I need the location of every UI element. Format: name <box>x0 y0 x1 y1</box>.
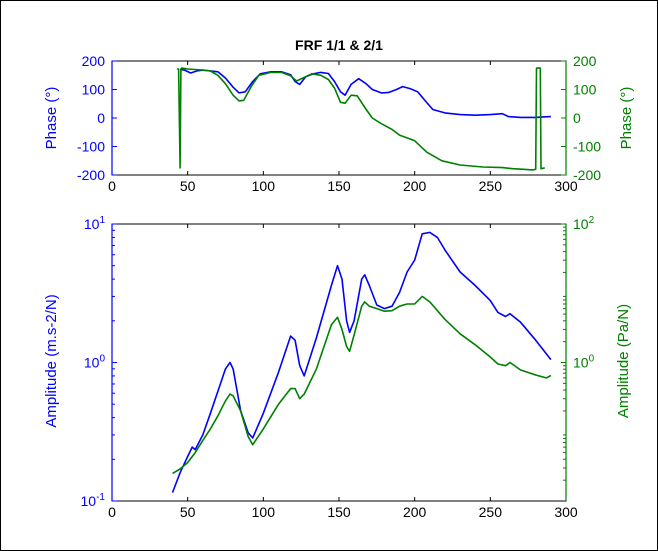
amplitude-series-layer <box>171 231 552 493</box>
amplitude-panel: 0 50 100 150 200 250 300 10-1 100 101 100 102 Ampli… <box>43 215 632 520</box>
phase-x-tick-label: 0 <box>108 178 116 194</box>
amplitude-left-y-tick-label: 10-1 <box>81 492 106 509</box>
phase-left-y-tick-label: 100 <box>82 82 106 98</box>
phase-right-y-tick-label: -100 <box>573 139 601 155</box>
amplitude-x-tick-label: 200 <box>403 504 427 520</box>
phase-right-y-tick-label: -200 <box>573 167 601 183</box>
phase-chart-title: FRF 1/1 & 2/1 <box>295 37 383 53</box>
phase-series-right-line <box>177 67 545 171</box>
amplitude-ticks-layer: 0 50 100 150 200 250 300 10-1 100 101 100 102 <box>81 215 595 520</box>
amplitude-right-axis-label: Amplitude (Pa/N) <box>615 304 632 418</box>
phase-x-tick-label: 250 <box>479 178 503 194</box>
amplitude-x-tick-label: 50 <box>180 504 196 520</box>
phase-ticks-layer: 0 50 100 150 200 250 300-200-1000100200-200-10… <box>77 53 601 194</box>
phase-right-y-tick-label: 0 <box>573 110 581 126</box>
phase-x-tick-label: 150 <box>327 178 351 194</box>
amplitude-x-tick-label: 300 <box>554 504 578 520</box>
phase-left-y-tick-label: -100 <box>77 139 105 155</box>
amplitude-x-tick-label: 100 <box>252 504 276 520</box>
amplitude-left-axis-label: Amplitude (m.s-2/N) <box>43 294 60 427</box>
amplitude-x-tick-label: 0 <box>108 504 116 520</box>
amplitude-left-y-tick-label: 101 <box>84 215 106 232</box>
phase-x-tick-label: 200 <box>403 178 427 194</box>
phase-left-axis-label: Phase (°) <box>43 87 60 150</box>
amplitude-x-tick-label: 250 <box>479 504 503 520</box>
phase-left-y-tick-label: -200 <box>77 167 105 183</box>
phase-right-axis-label: Phase (°) <box>618 87 635 150</box>
phase-x-tick-label: 100 <box>252 178 276 194</box>
amplitude-left-y-tick-label: 100 <box>84 354 106 371</box>
phase-series-left-line <box>179 68 551 119</box>
amplitude-plot-area <box>111 223 567 502</box>
amplitude-series-left-line <box>171 231 552 493</box>
phase-x-tick-label: 300 <box>554 178 578 194</box>
phase-left-y-tick-label: 200 <box>82 53 106 69</box>
phase-left-y-tick-label: 0 <box>97 110 105 126</box>
amplitude-x-tick-label: 150 <box>327 504 351 520</box>
phase-x-tick-label: 50 <box>180 178 196 194</box>
amplitude-right-y-tick-label: 102 <box>573 215 595 232</box>
amplitude-series-right-line <box>172 295 552 475</box>
phase-right-y-tick-label: 200 <box>573 53 597 69</box>
amplitude-right-y-tick-label: 100 <box>573 354 595 371</box>
phase-right-y-tick-label: 100 <box>573 82 597 98</box>
phase-panel: FRF 1/1 & 2/1 0 50 100 150 200 250 300-200-100… <box>43 37 635 194</box>
phase-series-layer <box>177 67 551 171</box>
